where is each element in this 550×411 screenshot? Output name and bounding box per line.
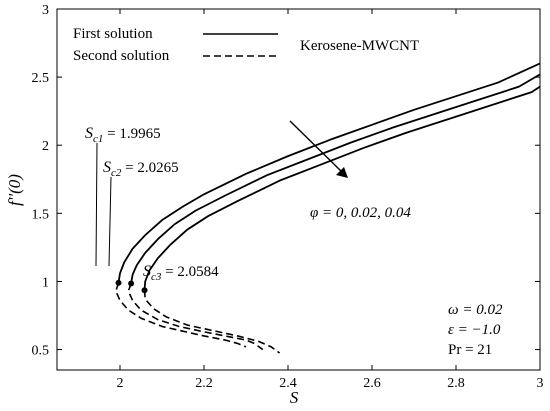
- svg-text:Sc1 = 1.9965: Sc1 = 1.9965: [85, 125, 161, 145]
- critical-sub-2: c2: [111, 167, 122, 179]
- pointer-line-1: [95, 142, 98, 267]
- x-axis-label: S: [290, 388, 299, 407]
- param-epsilon: ε = −1.0: [448, 322, 501, 338]
- plot-frame: [56, 8, 541, 371]
- legend: First solution Second solution Kerosene-…: [73, 26, 419, 64]
- first-solution-curve-2: [143, 85, 541, 291]
- critical-point-1: [115, 279, 122, 286]
- critical-label-1: Sc1 = 1.9965: [85, 125, 161, 145]
- legend-label-second: Second solution: [73, 48, 170, 64]
- parameter-arrowhead: [336, 167, 348, 178]
- first-solution-curve-1: [130, 73, 541, 284]
- critical-value-1: 1.9965: [119, 126, 160, 142]
- fluid-label: Kerosene-MWCNT: [300, 38, 419, 54]
- param-pr: Pr = 21: [448, 342, 492, 358]
- critical-sub-3: c3: [151, 271, 162, 283]
- x-tick-label-2: 2.4: [279, 376, 297, 391]
- y-tick-label-0: 0.5: [32, 344, 50, 359]
- critical-point-3: [141, 287, 148, 294]
- svg-text:Sc3 = 2.0584: Sc3 = 2.0584: [143, 263, 219, 283]
- y-tick-label-2: 1.5: [32, 207, 50, 222]
- tick-labels: 2 2.2 2.4 2.6 2.8 3 0.5 1 1.5 2 2.5 3: [32, 3, 544, 391]
- pointer-line-2: [108, 176, 112, 267]
- first-solution-curve-0: [117, 62, 541, 283]
- second-solution-curve-2: [143, 290, 281, 354]
- y-tick-label-4: 2.5: [32, 71, 50, 86]
- y-tick-label-5: 3: [42, 3, 49, 18]
- critical-value-3: 2.0584: [177, 264, 219, 280]
- critical-point-2: [128, 280, 135, 287]
- second-solution-curve-0: [115, 282, 247, 348]
- y-tick-label-3: 2: [42, 139, 49, 154]
- param-omega: ω = 0.02: [448, 302, 503, 318]
- x-tick-label-3: 2.6: [363, 376, 381, 391]
- x-tick-label-0: 2: [117, 376, 124, 391]
- y-axis-label: f''(0): [5, 174, 24, 206]
- solution-curves: [115, 62, 541, 354]
- critical-value-2: 2.0265: [137, 160, 178, 176]
- x-tick-label-4: 2.8: [447, 376, 465, 391]
- critical-label-2: Sc2 = 2.0265: [103, 159, 179, 179]
- x-tick-label-5: 3: [537, 376, 544, 391]
- parameter-label: φ = 0, 0.02, 0.04: [310, 205, 411, 221]
- parameter-arrow: [289, 120, 343, 173]
- critical-label-3: Sc3 = 2.0584: [143, 263, 219, 283]
- legend-label-first: First solution: [73, 26, 153, 42]
- second-solution-curve-1: [127, 283, 264, 351]
- critical-points: [115, 279, 148, 294]
- y-tick-label-1: 1: [42, 275, 49, 290]
- svg-text:Sc2 = 2.0265: Sc2 = 2.0265: [103, 159, 179, 179]
- x-tick-label-1: 2.2: [195, 376, 213, 391]
- critical-sub-1: c1: [93, 133, 103, 145]
